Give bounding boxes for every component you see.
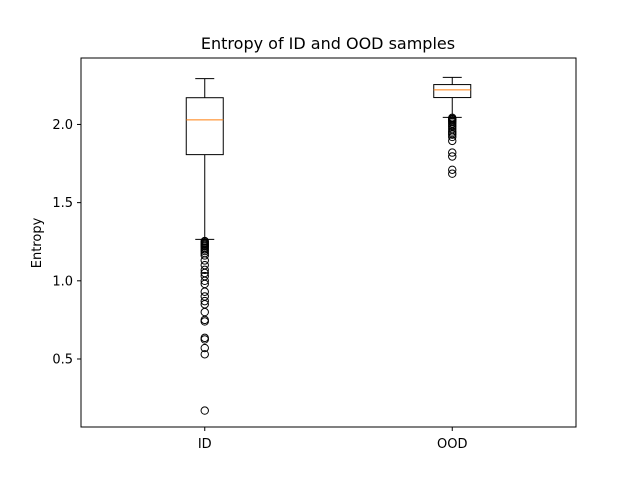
id-box <box>185 97 224 156</box>
ood-outlier-point <box>448 165 457 174</box>
id-outlier-point <box>200 350 209 359</box>
id-outlier-point <box>200 317 209 326</box>
ood-box <box>433 84 472 99</box>
ood-outlier-point <box>448 152 457 161</box>
ood-outlier-point <box>448 130 457 139</box>
y-tick-label: 0.5 <box>52 352 73 367</box>
ood-outlier-point <box>448 132 457 142</box>
id-outlier-point <box>200 276 209 286</box>
id-outlier-point <box>200 287 209 296</box>
y-tick-label: 1.0 <box>52 274 73 289</box>
id-outlier-point <box>200 256 209 265</box>
ood-outlier-point <box>448 169 457 178</box>
ood-outlier-point <box>448 148 457 157</box>
plot-area: 0.5 1.0 1.5 2.0 ID OOD <box>52 76 472 452</box>
id-outlier-point <box>200 265 209 275</box>
id-outlier-point <box>200 335 209 344</box>
id-outlier-point <box>200 246 209 256</box>
ood-outlier-point <box>448 136 457 146</box>
id-outlier-point <box>200 251 209 260</box>
id-outlier-point <box>200 343 209 353</box>
axes-frame <box>80 57 577 428</box>
chart-title: Entropy of ID and OOD samples <box>201 34 455 53</box>
y-tick-label: 1.5 <box>52 196 73 211</box>
x-tick-label: ID <box>198 437 212 452</box>
id-outlier-point <box>200 296 209 306</box>
id-outlier-point <box>200 406 209 415</box>
y-axis-label: Entropy <box>30 217 45 268</box>
y-tick-label: 2.0 <box>52 118 73 133</box>
x-tick-label: OOD <box>437 437 467 452</box>
